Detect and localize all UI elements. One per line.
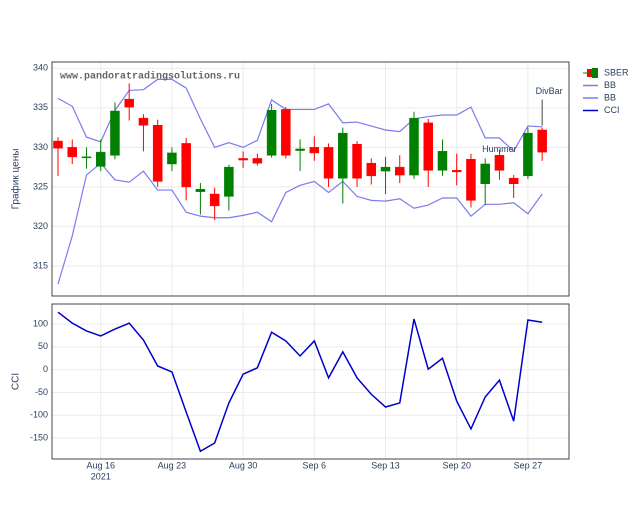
candle-body	[167, 152, 177, 165]
candle-body	[423, 122, 433, 171]
candle-body	[338, 132, 348, 179]
y-tick-label: 320	[33, 221, 48, 231]
y-axis-title: CCI	[11, 373, 22, 390]
x-tick-label: Aug 23	[158, 460, 187, 470]
candle-body	[508, 177, 519, 184]
candle-body	[352, 143, 362, 179]
candle-body	[266, 109, 277, 156]
y-tick-label: 330	[33, 142, 48, 152]
y-tick-label: 315	[33, 260, 48, 270]
candle-body	[95, 151, 106, 167]
y-tick-label: 50	[38, 341, 48, 351]
candle-body	[523, 132, 533, 177]
candle-body	[295, 148, 305, 151]
legend-label: BB	[604, 92, 616, 102]
y-tick-label: 100	[33, 318, 48, 328]
x-tick-label: Sep 6	[303, 460, 327, 470]
candle-body	[409, 117, 419, 176]
y-tick-label: 325	[33, 181, 48, 191]
y-axis-title: График цены	[10, 149, 22, 210]
candle-body	[181, 143, 191, 188]
candle-body	[124, 98, 134, 108]
candle-body	[195, 189, 206, 192]
x-year-label: 2021	[91, 471, 111, 481]
y-tick-label: -50	[35, 387, 48, 397]
x-tick-label: Sep 27	[514, 460, 543, 470]
candle-body	[309, 147, 320, 154]
watermark: www.pandoratradingsolutions.ru	[60, 71, 240, 83]
line-series	[57, 78, 543, 153]
y-tick-label: -150	[30, 432, 48, 442]
x-tick-label: Sep 20	[442, 460, 471, 470]
candle-body	[480, 163, 490, 184]
candle-body	[537, 129, 547, 153]
line-series	[57, 162, 543, 285]
candle-body	[466, 158, 476, 201]
annotation: DivBar	[536, 86, 563, 96]
x-tick-label: Aug 16	[86, 460, 115, 470]
legend-label: BB	[604, 80, 616, 90]
candle-body	[209, 193, 220, 207]
candle-body	[451, 170, 462, 173]
candle-body	[152, 124, 163, 182]
legend-label: SBER	[604, 67, 629, 77]
candle-body	[110, 110, 120, 156]
y-tick-label: 0	[43, 364, 48, 374]
candle-body	[224, 166, 234, 197]
candle-body	[380, 166, 391, 172]
y-tick-label: -100	[30, 410, 48, 420]
candle-body	[238, 158, 248, 161]
plot-frame	[51, 61, 570, 297]
candle-body	[395, 166, 405, 176]
candle-body	[138, 117, 149, 126]
candle-body	[81, 156, 92, 159]
candle-body	[53, 140, 63, 149]
annotation: Hummer	[482, 144, 517, 154]
candle-body	[437, 151, 448, 171]
line-series	[57, 311, 543, 453]
candle-body	[67, 147, 77, 158]
candle-body	[252, 158, 263, 164]
candle-body	[494, 155, 505, 171]
candle-body	[323, 147, 334, 179]
y-tick-label: 340	[33, 63, 48, 73]
x-tick-label: Aug 30	[229, 460, 258, 470]
y-tick-label: 335	[33, 102, 48, 112]
legend-label: CCI	[604, 105, 620, 115]
x-tick-label: Sep 13	[371, 460, 400, 470]
candle-body	[366, 162, 377, 177]
candle-body	[281, 109, 291, 156]
plot-frame	[51, 303, 570, 460]
